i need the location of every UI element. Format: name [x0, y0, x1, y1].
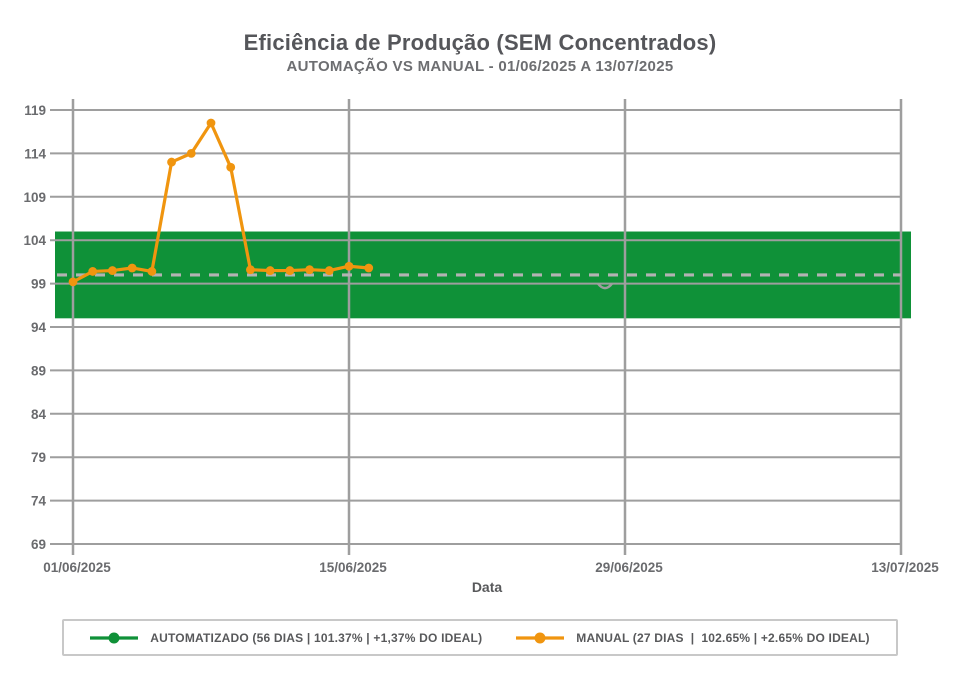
y-tick-label: 74: [31, 494, 47, 509]
legend-item-manual: MANUAL (27 DIAS | 102.65% | +2.65% DO ID…: [516, 630, 870, 645]
manual-series-point: [344, 261, 354, 271]
manual-series-point: [285, 266, 295, 275]
manual-series-point: [167, 157, 176, 167]
plot-area: 119 114 109 104 99 94 89 84 79 74 69 01/06/2025 15/0…: [23, 99, 939, 595]
manual-series-point: [127, 263, 137, 273]
manual-series-marker-icon: [516, 632, 565, 643]
y-tick-label: 89: [31, 363, 46, 378]
manual-series-point: [147, 267, 157, 276]
manual-series-point: [88, 267, 98, 276]
automated-series-marker-icon: [90, 632, 139, 643]
x-tick-label: 13/07/2025: [871, 560, 939, 575]
y-tick-label: 69: [31, 537, 46, 552]
manual-series-point: [364, 263, 374, 273]
y-tick-label: 84: [31, 407, 47, 422]
y-tick-label: 114: [24, 146, 46, 161]
gridline-notch-artifact: [597, 282, 613, 290]
y-tick-label: 109: [23, 190, 46, 205]
x-axis-title: Data: [472, 579, 503, 595]
manual-series-point: [305, 265, 314, 275]
manual-series-point: [324, 266, 334, 275]
chart-legend: AUTOMATIZADO (56 DIAS | 101.37% | +1,37%…: [62, 619, 898, 656]
manual-series-point: [246, 265, 255, 275]
y-tick-label: 104: [23, 233, 46, 248]
manual-series-point: [186, 149, 196, 158]
manual-series-point: [68, 277, 78, 287]
legend-item-automatizado: AUTOMATIZADO (56 DIAS | 101.37% | +1,37%…: [90, 631, 482, 645]
x-tick-label: 29/06/2025: [595, 560, 663, 575]
x-tick-label: 15/06/2025: [319, 560, 387, 575]
y-tick-label: 79: [31, 450, 46, 465]
manual-series-line: [71, 121, 371, 284]
x-tick-label: 01/06/2025: [43, 560, 111, 575]
y-tick-label: 99: [31, 277, 46, 292]
manual-series-point: [226, 162, 236, 172]
legend-label-manual: MANUAL (27 DIAS | 102.65% | +2.65% DO ID…: [576, 630, 870, 645]
manual-series-point: [265, 266, 275, 275]
legend-label-automatizado: AUTOMATIZADO (56 DIAS | 101.37% | +1,37%…: [150, 630, 483, 645]
chart-title: Eficiência de Produção (SEM Concentrados…: [243, 30, 717, 55]
y-tick-label: 119: [24, 103, 46, 118]
chart-subtitle: AUTOMAÇÃO VS MANUAL - 01/06/2025 A 13/07…: [286, 58, 674, 75]
y-tick-label: 94: [31, 320, 47, 335]
manual-series-point: [206, 118, 216, 128]
manual-series-point: [108, 266, 117, 275]
